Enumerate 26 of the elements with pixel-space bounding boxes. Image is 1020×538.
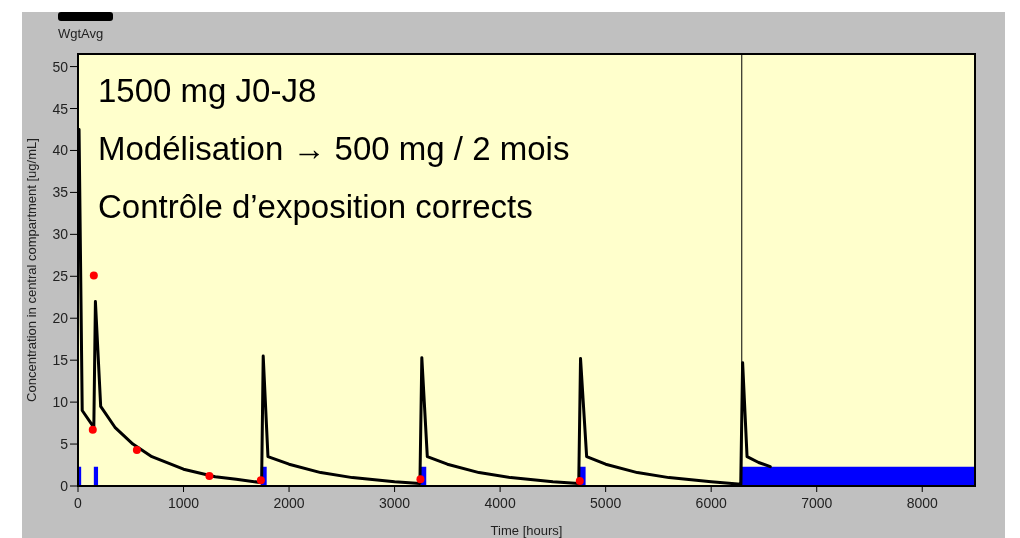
annotation: Contrôle d’exposition corrects: [98, 188, 533, 225]
x-tick-label: 5000: [590, 495, 622, 511]
y-tick-label: 35: [52, 184, 69, 201]
y-axis-title: Concentration in central compartment [ug/mL]: [24, 138, 39, 402]
annotation: Modélisation → 500 mg / 2 mois: [98, 130, 570, 167]
x-tick-label: 7000: [801, 495, 833, 511]
y-tick-label: 5: [60, 436, 69, 453]
y-tick-label: 45: [52, 100, 69, 117]
y-tick-label: 0: [60, 478, 69, 494]
y-tick-label: 30: [52, 226, 69, 243]
x-tick-label: 2000: [273, 495, 305, 511]
y-tick-label: 15: [52, 352, 69, 369]
x-tick-label: 3000: [379, 495, 411, 511]
y-tick-label: 40: [52, 142, 69, 159]
x-tick-label: 8000: [906, 495, 939, 511]
y-tick-label: 20: [52, 310, 69, 327]
x-tick-label: 1000: [167, 495, 200, 511]
y-tick-label: 50: [52, 58, 69, 75]
x-axis-title: Time [hours]: [490, 523, 563, 538]
x-tick-label: 4000: [484, 495, 516, 511]
x-tick-label: 6000: [695, 495, 727, 511]
x-tick-label: 0: [74, 495, 83, 511]
y-tick-label: 10: [52, 394, 69, 411]
annotation: 1500 mg J0-J8: [98, 72, 317, 109]
legend-label: WgtAvg: [58, 26, 104, 41]
y-tick-label: 25: [52, 268, 69, 285]
